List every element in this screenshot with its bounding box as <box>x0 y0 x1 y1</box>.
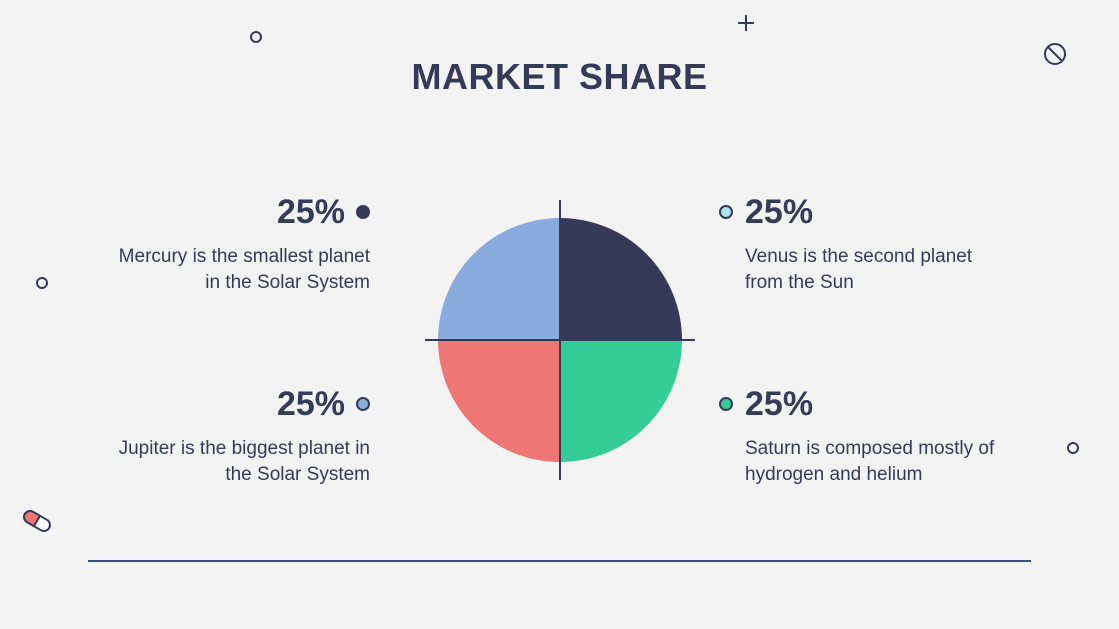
venus-description-line2: from the Sun <box>745 272 854 293</box>
saturn-description: Saturn is composed mostly of hydrogen an… <box>745 436 1045 488</box>
ring-icon <box>250 31 262 43</box>
mercury-description-line2: in the Solar System <box>205 272 370 293</box>
jupiter-description: Jupiter is the biggest planet in the Sol… <box>70 436 370 488</box>
pie-slice-mercury <box>560 218 682 340</box>
venus-dot-icon <box>719 205 733 219</box>
mercury-description-line1: Mercury is the smallest planet <box>118 246 370 267</box>
mercury-description: Mercury is the smallest planet in the So… <box>70 244 370 296</box>
jupiter-description-line1: Jupiter is the biggest planet in <box>118 438 370 459</box>
bottom-divider <box>88 560 1031 562</box>
venus-description-line1: Venus is the second planet <box>745 246 973 267</box>
ring-icon <box>1067 442 1079 454</box>
pie-chart <box>425 200 695 480</box>
plus-icon <box>738 15 754 31</box>
pie-slice-jupiter <box>438 218 560 340</box>
ring-icon <box>36 277 48 289</box>
pie-slice-saturn <box>438 340 560 462</box>
saturn-description-line2: hydrogen and helium <box>745 464 923 485</box>
jupiter-percentage: 25% <box>276 385 345 423</box>
legend-jupiter: 25% Jupiter is the biggest planet in the… <box>70 384 370 488</box>
pie-slice-venus <box>560 340 682 462</box>
prohibited-icon <box>1044 43 1066 65</box>
slide-title: MARKET SHARE <box>411 56 708 97</box>
saturn-description-line1: Saturn is composed mostly of <box>745 438 995 459</box>
mercury-dot-icon <box>356 205 370 219</box>
jupiter-dot-icon <box>356 397 370 411</box>
mercury-percentage: 25% <box>276 193 345 231</box>
pill-icon <box>23 510 51 532</box>
venus-percentage: 25% <box>745 193 814 231</box>
saturn-percentage: 25% <box>745 385 814 423</box>
legend-saturn: 25% Saturn is composed mostly of hydroge… <box>719 384 1045 488</box>
legend-mercury: 25% Mercury is the smallest planet in th… <box>70 192 370 296</box>
venus-description: Venus is the second planet from the Sun <box>745 244 1045 296</box>
jupiter-description-line2: the Solar System <box>225 464 370 485</box>
legend-venus: 25% Venus is the second planet from the … <box>719 192 1045 296</box>
saturn-dot-icon <box>719 397 733 411</box>
